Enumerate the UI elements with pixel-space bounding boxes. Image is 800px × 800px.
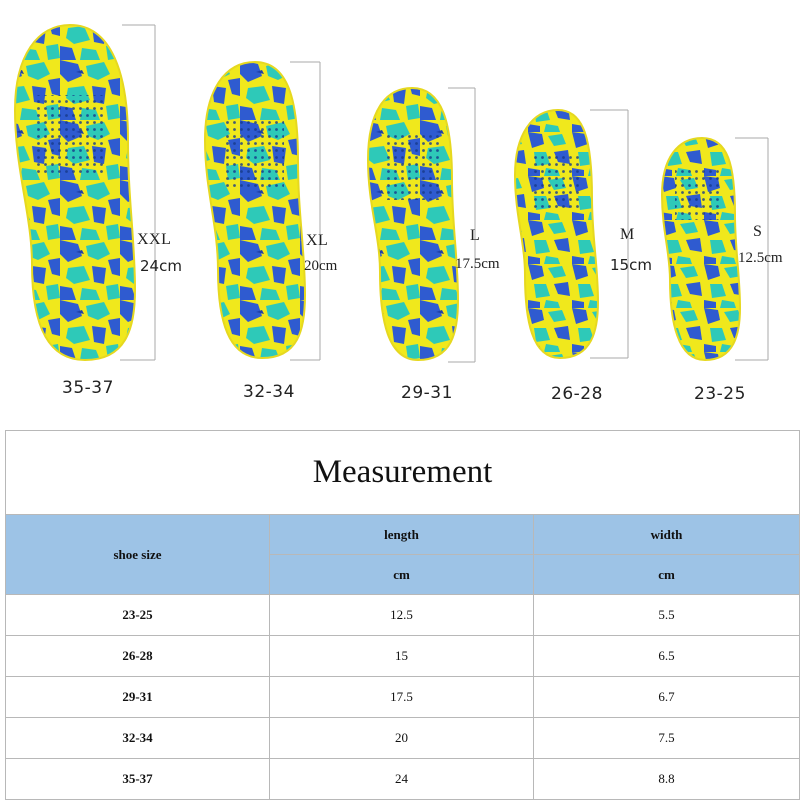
insole-range-label: 23-25 <box>694 384 746 404</box>
header-shoe-size: shoe size <box>5 514 270 595</box>
cell-width: 6.5 <box>533 635 800 677</box>
insole-range-label: 26-28 <box>551 384 603 404</box>
cell-width: 5.5 <box>533 594 800 636</box>
insole-range-label: 32-34 <box>243 382 295 402</box>
table-row: 26-28 15 6.5 <box>5 635 800 677</box>
table-title: Measurement <box>5 430 800 515</box>
insole-size-label: M <box>620 226 635 243</box>
cell-shoe-size: 35-37 <box>5 758 270 800</box>
insole-xxl <box>13 23 156 362</box>
measurement-table: Measurement shoe size length width cm cm… <box>5 430 800 800</box>
table-row: 29-31 17.5 6.7 <box>5 676 800 718</box>
insole-m <box>513 108 629 360</box>
insole-size-label: L <box>470 227 481 244</box>
insoles-graphic <box>13 23 769 363</box>
cell-length: 12.5 <box>269 594 534 636</box>
cell-width: 8.8 <box>533 758 800 800</box>
insole-length-label: 20cm <box>304 258 338 274</box>
header-width: width <box>533 514 800 555</box>
table-row: 35-37 24 8.8 <box>5 758 800 800</box>
table-row: 23-25 12.5 5.5 <box>5 594 800 636</box>
insole-size-label: XXL <box>137 231 172 248</box>
insole-xl <box>203 60 321 361</box>
cell-length: 20 <box>269 717 534 759</box>
cell-shoe-size: 26-28 <box>5 635 270 677</box>
insole-range-label: 29-31 <box>401 383 453 403</box>
insole-length-label: 24cm <box>140 257 182 275</box>
insole-length-label: 15cm <box>610 256 652 274</box>
cell-shoe-size: 29-31 <box>5 676 270 718</box>
cell-width: 7.5 <box>533 717 800 759</box>
cell-shoe-size: 32-34 <box>5 717 270 759</box>
insole-l <box>366 86 476 363</box>
insole-length-label: 17.5cm <box>455 256 500 272</box>
insole-s <box>660 136 769 362</box>
cell-width: 6.7 <box>533 676 800 718</box>
insole-size-label: S <box>753 223 763 240</box>
cell-length: 24 <box>269 758 534 800</box>
insole-range-label: 35-37 <box>62 378 114 398</box>
header-length: length <box>269 514 534 555</box>
cell-length: 17.5 <box>269 676 534 718</box>
insole-size-label: XL <box>306 232 329 249</box>
cell-shoe-size: 23-25 <box>5 594 270 636</box>
header-length-unit: cm <box>269 554 534 595</box>
cell-length: 15 <box>269 635 534 677</box>
header-width-unit: cm <box>533 554 800 595</box>
table-row: 32-34 20 7.5 <box>5 717 800 759</box>
insole-size-illustration: XXL 24cm 35-37 XL 20cm 32-34 L 17.5cm 29… <box>13 23 783 404</box>
insole-length-label: 12.5cm <box>738 250 783 266</box>
